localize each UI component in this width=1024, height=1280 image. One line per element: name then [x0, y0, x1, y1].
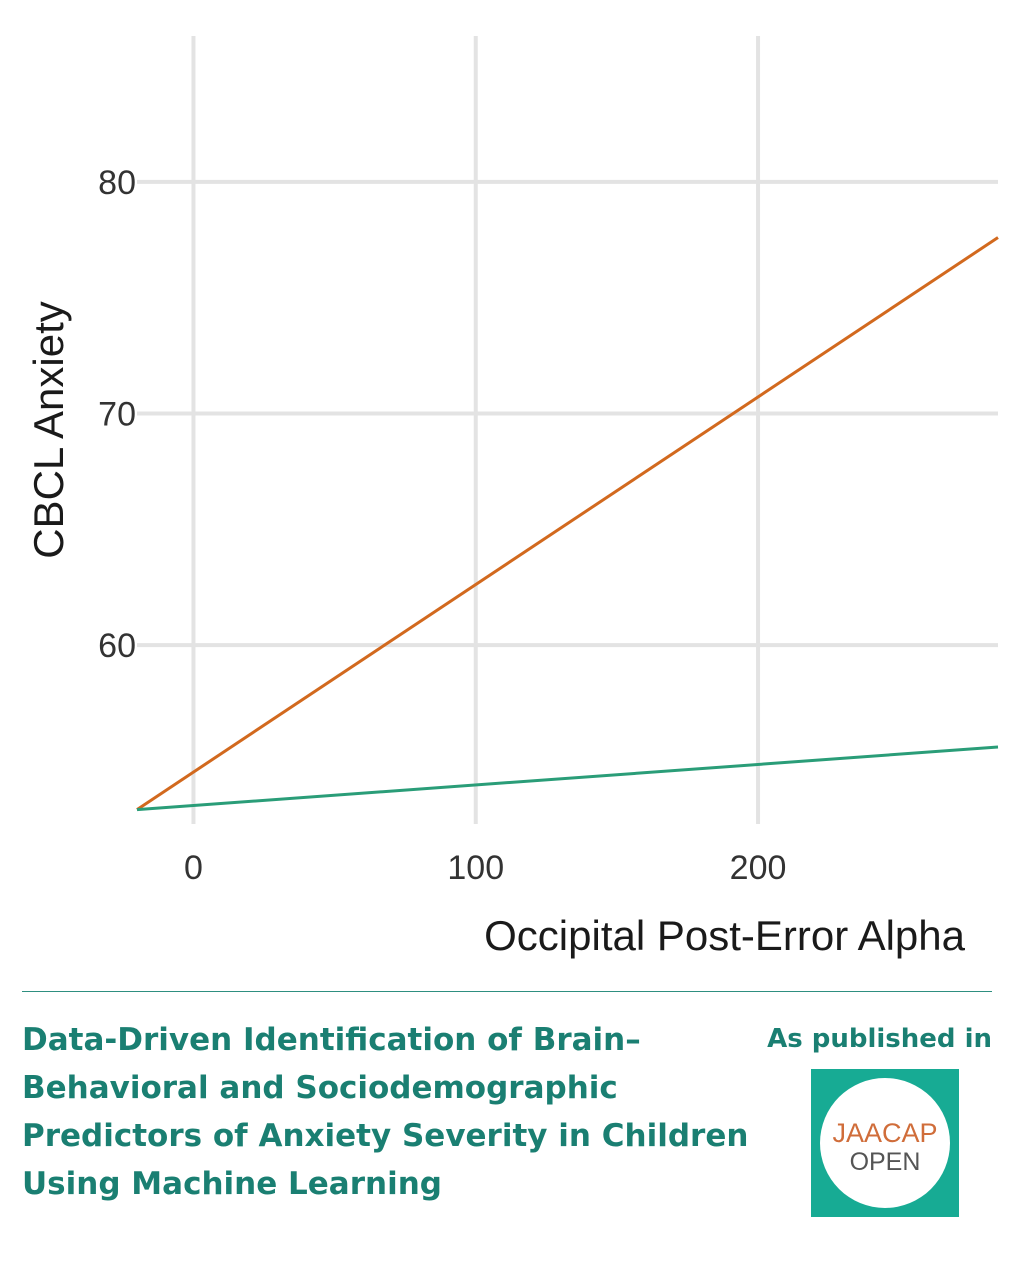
x-tick-label-100: 100 — [447, 849, 504, 887]
logo-text-top: JAACAP — [832, 1118, 938, 1148]
jaacap-open-logo: JAACAP OPEN — [811, 1069, 959, 1217]
line-chart: 60 70 80 0 100 200 CBCL Anxiety Occipital Pos… — [25, 36, 999, 959]
published-label: As published in — [767, 1024, 992, 1054]
y-tick-label-70: 70 — [98, 396, 136, 434]
series-line-2 — [136, 745, 999, 812]
series-line-1 — [136, 236, 999, 811]
logo-text-bottom: OPEN — [849, 1148, 921, 1176]
y-tick-label-80: 80 — [98, 164, 136, 202]
grid-lines — [137, 36, 998, 824]
tick-labels: 60 70 80 0 100 200 — [98, 164, 786, 887]
y-axis-title: CBCL Anxiety — [25, 301, 72, 559]
footer-divider — [22, 991, 992, 992]
x-axis-title: Occipital Post-Error Alpha — [484, 912, 965, 959]
paper-title: Data-Driven Identification of Brain–Beha… — [22, 1022, 749, 1202]
logo-circle: JAACAP OPEN — [820, 1078, 950, 1208]
x-tick-label-200: 200 — [730, 849, 787, 887]
y-tick-label-60: 60 — [98, 627, 136, 665]
series-lines — [136, 236, 999, 812]
x-tick-label-0: 0 — [184, 849, 203, 887]
